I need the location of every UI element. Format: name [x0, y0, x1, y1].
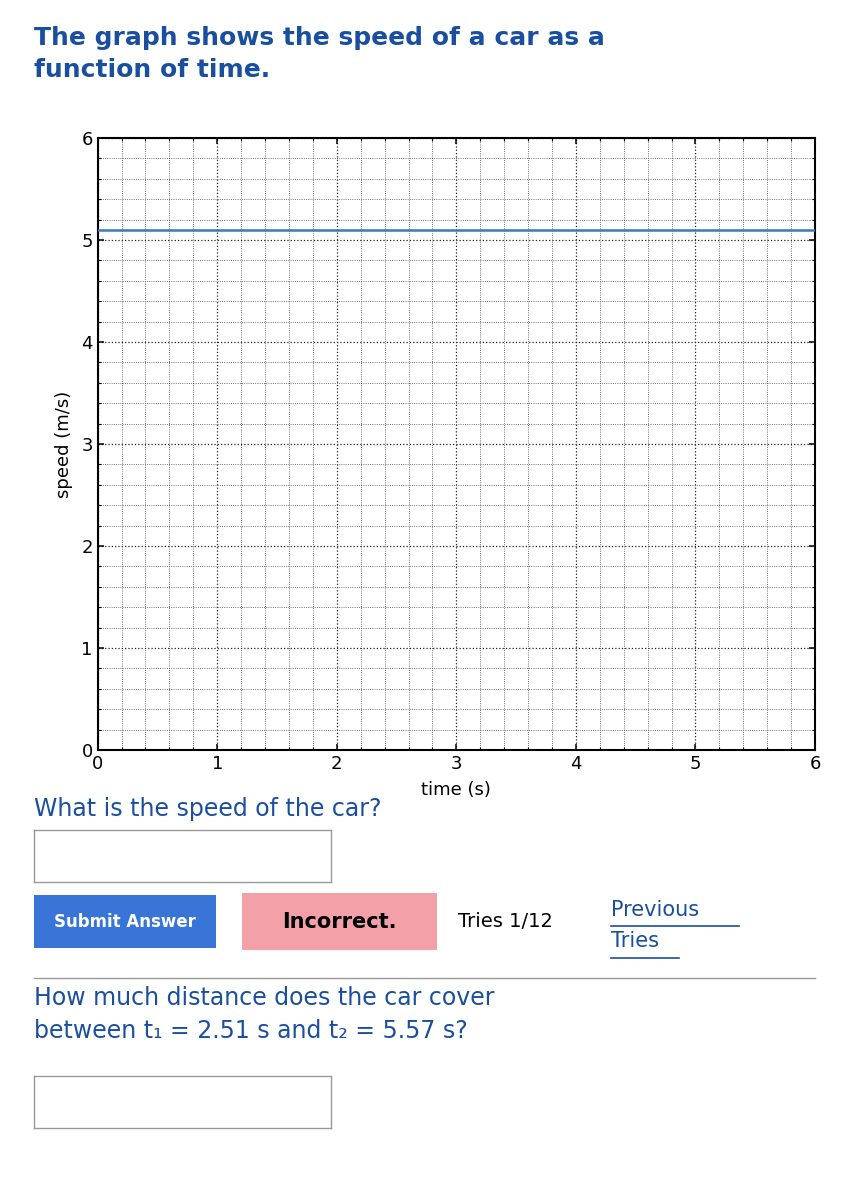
Text: between t₁ = 2.51 s and t₂ = 5.57 s?: between t₁ = 2.51 s and t₂ = 5.57 s? — [34, 1019, 468, 1043]
Text: What is the speed of the car?: What is the speed of the car? — [34, 797, 381, 821]
FancyBboxPatch shape — [21, 894, 229, 949]
Text: How much distance does the car cover: How much distance does the car cover — [34, 986, 494, 1010]
Text: Tries 1/12: Tries 1/12 — [458, 912, 554, 931]
Text: Incorrect.: Incorrect. — [283, 912, 396, 931]
Y-axis label: speed (m/s): speed (m/s) — [55, 390, 73, 498]
Text: The graph shows the speed of a car as a: The graph shows the speed of a car as a — [34, 26, 604, 50]
Text: Tries: Tries — [611, 931, 660, 950]
X-axis label: time (s): time (s) — [421, 781, 492, 799]
Text: Previous: Previous — [611, 900, 700, 919]
Text: function of time.: function of time. — [34, 58, 270, 82]
Text: Submit Answer: Submit Answer — [54, 912, 196, 931]
